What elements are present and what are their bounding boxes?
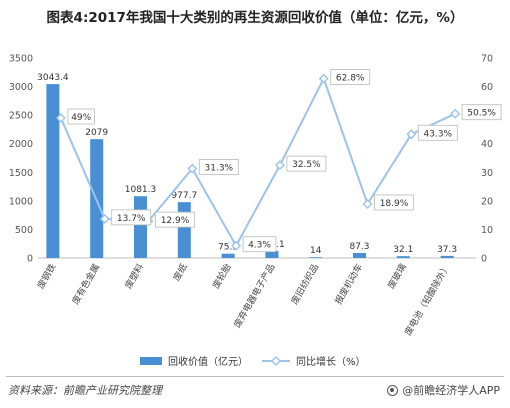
growth-value-label: 4.3% <box>248 241 271 251</box>
footer-divider <box>6 376 504 377</box>
bar-value-label: 75.5 <box>218 243 238 253</box>
growth-label-box <box>111 209 152 226</box>
category-label: 废玻璃 <box>385 262 409 291</box>
y-left-tick-label: 0 <box>27 254 33 265</box>
bar <box>221 253 235 258</box>
y-left-tick-label: 2000 <box>9 139 33 150</box>
growth-value-label: 43.3% <box>424 129 453 139</box>
category-label: 废旧纺织品 <box>288 262 321 307</box>
growth-point <box>187 163 198 174</box>
growth-value-label: 18.9% <box>380 199 409 209</box>
growth-label-box <box>461 104 502 121</box>
brand-credit: @前瞻经济学人APP <box>387 382 500 398</box>
category-label: 废轮胎 <box>210 262 234 291</box>
legend-bar-swatch <box>140 357 162 365</box>
bar-value-label: 87.3 <box>349 242 369 252</box>
y-right-tick-label: 40 <box>481 139 493 150</box>
growth-label-box <box>286 155 327 172</box>
y-right-tick-label: 30 <box>481 168 493 179</box>
chart-canvas: 0500100015002000250030003500010203040506… <box>9 54 502 368</box>
category-label: 废电池（铅酸除外） <box>402 261 453 337</box>
growth-point <box>99 213 110 224</box>
growth-value-label: 62.8% <box>336 74 365 84</box>
growth-label-box <box>67 108 95 125</box>
y-left-tick-label: 500 <box>15 225 33 236</box>
growth-value-label: 50.5% <box>467 109 496 119</box>
category-label: 废有色金属 <box>69 262 102 307</box>
category-label: 废纸 <box>170 262 189 284</box>
bar-value-label: 3043.4 <box>37 73 69 83</box>
growth-point <box>406 129 417 140</box>
y-right-tick-label: 0 <box>481 254 487 265</box>
growth-label-box <box>155 211 195 228</box>
growth-label-box <box>330 69 371 85</box>
bar <box>440 255 454 258</box>
y-left-tick-label: 1500 <box>9 168 33 179</box>
bar <box>177 202 191 258</box>
growth-point <box>231 240 242 251</box>
legend-line-label: 同比增长（%） <box>296 355 366 368</box>
y-left-tick-label: 1000 <box>9 196 33 207</box>
legend-line-marker <box>271 356 281 366</box>
legend-bar-label: 回收价值（亿元） <box>168 355 248 368</box>
y-right-tick-label: 60 <box>481 82 493 93</box>
growth-value-label: 32.5% <box>292 160 321 170</box>
brand-logo-icon <box>387 384 399 396</box>
y-left-tick-label: 3500 <box>9 54 33 65</box>
category-label: 废钢铁 <box>35 262 59 291</box>
bar-value-label: 1081.3 <box>125 185 157 195</box>
y-right-tick-label: 10 <box>481 225 493 236</box>
bar <box>265 250 279 258</box>
chart-title: 图表4:2017年我国十大类别的再生资源回收价值（单位：亿元，%） <box>46 10 464 26</box>
category-label: 废弃电器电子产品 <box>231 262 277 330</box>
growth-value-label: 13.7% <box>117 214 146 224</box>
growth-point <box>55 113 66 123</box>
y-left-tick-label: 3000 <box>9 82 33 93</box>
growth-label-box <box>417 124 458 141</box>
source-note: 资料来源：前瞻产业研究院整理 <box>8 384 162 397</box>
growth-point <box>362 199 373 209</box>
growth-point <box>318 73 329 84</box>
bar-value-label: 2079 <box>85 128 108 138</box>
y-left-tick-label: 2500 <box>9 111 33 122</box>
bar <box>309 257 323 258</box>
growth-value-label: 12.9% <box>161 216 190 226</box>
category-label: 报废机动车 <box>332 262 365 307</box>
bar-value-label: 37.3 <box>437 245 457 255</box>
growth-point <box>450 108 461 119</box>
bar-value-label: 977.7 <box>171 191 197 201</box>
bar <box>46 84 60 258</box>
y-right-tick-label: 70 <box>481 54 493 65</box>
brand-text: @前瞻经济学人APP <box>402 384 500 397</box>
bar <box>134 196 147 258</box>
bar <box>396 256 410 258</box>
bar <box>353 253 366 258</box>
growth-value-label: 49% <box>71 113 91 123</box>
bar-value-label: 32.1 <box>393 245 413 255</box>
growth-label-box <box>374 194 414 211</box>
bar-value-label: 14 <box>310 246 322 256</box>
growth-value-label: 31.3% <box>205 164 234 174</box>
category-label: 废塑料 <box>122 262 146 291</box>
growth-label-box <box>242 236 277 253</box>
growth-label-box <box>198 159 239 175</box>
growth-point <box>274 160 285 171</box>
y-right-tick-label: 20 <box>481 196 493 207</box>
